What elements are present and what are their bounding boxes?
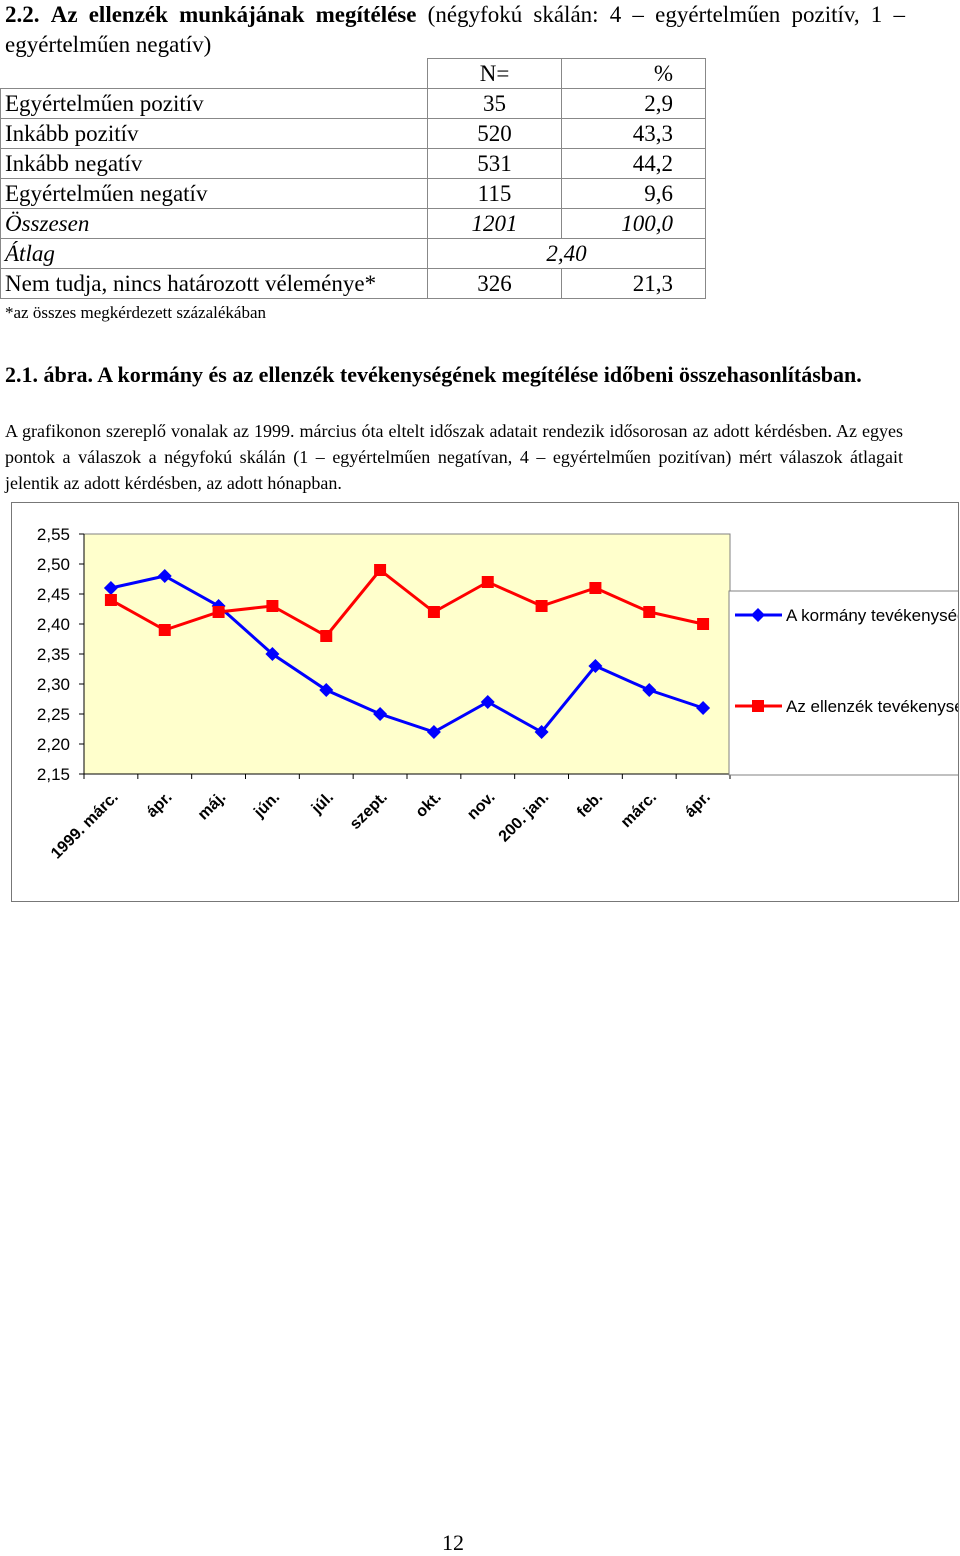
y-tick-label: 2,55	[37, 525, 70, 544]
average-label: Átlag	[0, 238, 428, 269]
average-value: 2,40	[427, 238, 706, 269]
row-n: 520	[427, 118, 562, 149]
data-point	[373, 707, 388, 721]
data-point	[588, 659, 603, 673]
data-point	[320, 630, 333, 642]
table-header-n: N=	[427, 58, 562, 89]
table-average-row: Átlag 2,40	[0, 238, 706, 269]
x-tick-label: jún.	[250, 789, 283, 822]
page-number: 12	[442, 1530, 464, 1555]
data-point	[427, 606, 440, 618]
table-row: Inkább pozitív 520 43,3	[0, 118, 706, 149]
data-point	[696, 701, 711, 715]
table-header-pct: %	[561, 58, 706, 89]
row-pct: 44,2	[561, 148, 706, 179]
x-tick-label: 1999. márc.	[48, 789, 122, 863]
y-tick-label: 2,40	[37, 615, 70, 634]
data-point	[697, 618, 710, 630]
section-heading: 2.2. Az ellenzék munkájának megítélése (…	[5, 0, 905, 60]
total-pct: 100,0	[561, 208, 706, 239]
table-row: Egyértelműen pozitív 35 2,9	[0, 88, 706, 119]
legend-marker	[752, 700, 764, 712]
data-point	[642, 683, 657, 697]
row-n: 115	[427, 178, 562, 209]
legend-label: A kormány tevékenységének megítélése	[786, 606, 958, 625]
data-point	[374, 564, 387, 576]
legend-marker	[751, 608, 765, 622]
section-title: Az ellenzék munkájának megítélése	[50, 2, 417, 27]
figure-caption: 2.1. ábra. A kormány és az ellenzék tevé…	[5, 360, 903, 390]
data-point	[158, 624, 171, 636]
x-tick-label: júl.	[308, 789, 337, 818]
row-pct: 2,9	[561, 88, 706, 119]
row-pct: 9,6	[561, 178, 706, 209]
table-row: Egyértelműen negatív 115 9,6	[0, 178, 706, 209]
legend	[728, 590, 958, 776]
total-label: Összesen	[0, 208, 428, 239]
results-table: N= % Egyértelműen pozitív 35 2,9 Inkább …	[0, 58, 706, 299]
data-point	[104, 594, 117, 606]
x-tick-label: 200. jan.	[496, 789, 553, 846]
y-tick-label: 2,45	[37, 585, 70, 604]
x-tick-label: márc.	[618, 789, 660, 831]
data-point	[589, 582, 602, 594]
y-tick-label: 2,35	[37, 645, 70, 664]
table-header-row: N= %	[0, 58, 706, 89]
row-label: Egyértelműen pozitív	[0, 88, 428, 119]
figure-number: 2.1. ábra.	[5, 362, 93, 387]
data-point	[534, 725, 549, 739]
unknown-n: 326	[427, 268, 562, 299]
x-tick-label: ápr.	[682, 789, 714, 821]
x-tick-label: okt.	[413, 789, 445, 821]
x-tick-label: szept.	[347, 789, 391, 833]
x-tick-label: nov.	[464, 789, 498, 823]
data-point	[426, 725, 441, 739]
row-n: 531	[427, 148, 562, 179]
figure-description: A grafikonon szereplő vonalak az 1999. m…	[5, 421, 903, 493]
y-tick-label: 2,50	[37, 555, 70, 574]
data-point	[481, 576, 494, 588]
legend-label: Az ellenzék tevékenységének megítélése	[786, 697, 958, 716]
data-point	[643, 606, 656, 618]
y-tick-label: 2,15	[37, 765, 70, 784]
data-point	[265, 647, 280, 661]
row-label: Inkább pozitív	[0, 118, 428, 149]
x-tick-label: máj.	[195, 789, 230, 824]
line-chart: 2,55 2,50 2,45 2,40 2,35 2,30 2,25 2,20 2,15 1999…	[37, 525, 958, 863]
table-unknown-row: Nem tudja, nincs határozott véleménye* 3…	[0, 268, 706, 299]
unknown-pct: 21,3	[561, 268, 706, 299]
row-n: 35	[427, 88, 562, 119]
data-point	[535, 600, 548, 612]
data-point	[103, 581, 118, 595]
x-tick-label: feb.	[574, 789, 606, 821]
figure-title: A kormány és az ellenzék tevékenységének…	[97, 362, 862, 387]
series-line	[110, 567, 704, 638]
x-tick-label: ápr.	[143, 789, 175, 821]
y-tick-label: 2,25	[37, 705, 70, 724]
table-row: Inkább negatív 531 44,2	[0, 148, 706, 179]
table-total-row: Összesen 1201 100,0	[0, 208, 706, 239]
data-point	[157, 569, 172, 583]
row-label: Inkább negatív	[0, 148, 428, 179]
chart-frame: 2,55 2,50 2,45 2,40 2,35 2,30 2,25 2,20 2,15 1999…	[11, 502, 959, 902]
table-header-label	[0, 58, 428, 89]
total-n: 1201	[427, 208, 562, 239]
data-point	[212, 606, 225, 618]
data-point	[266, 600, 279, 612]
row-label: Egyértelműen negatív	[0, 178, 428, 209]
data-point	[480, 695, 495, 709]
y-tick-label: 2,30	[37, 675, 70, 694]
section-number: 2.2.	[5, 2, 40, 27]
row-pct: 43,3	[561, 118, 706, 149]
section-subtitle: (négyfokú skálán: 4 – egyértelműen pozit…	[5, 2, 906, 57]
data-point	[319, 683, 334, 697]
y-tick-label: 2,20	[37, 735, 70, 754]
unknown-label: Nem tudja, nincs határozott véleménye*	[0, 268, 428, 299]
plot-area	[83, 533, 731, 775]
table-footnote: *az összes megkérdezett százalékában	[5, 303, 266, 322]
series-line	[110, 574, 704, 734]
